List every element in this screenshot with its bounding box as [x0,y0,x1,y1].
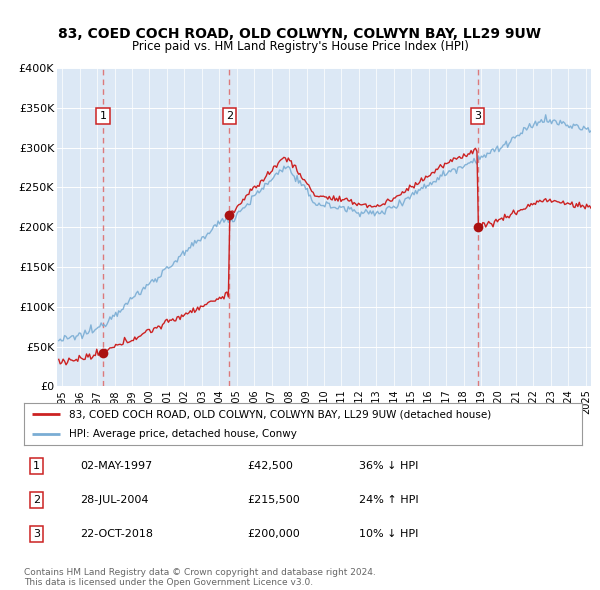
Text: HPI: Average price, detached house, Conwy: HPI: Average price, detached house, Conw… [68,429,296,439]
Text: 10% ↓ HPI: 10% ↓ HPI [359,529,418,539]
Text: 36% ↓ HPI: 36% ↓ HPI [359,461,418,471]
Text: Price paid vs. HM Land Registry's House Price Index (HPI): Price paid vs. HM Land Registry's House … [131,40,469,53]
Text: £215,500: £215,500 [247,495,300,505]
Text: 2: 2 [33,495,40,505]
Text: 3: 3 [474,111,481,120]
Text: 2: 2 [226,111,233,120]
Text: Contains HM Land Registry data © Crown copyright and database right 2024.
This d: Contains HM Land Registry data © Crown c… [24,568,376,587]
Text: 83, COED COCH ROAD, OLD COLWYN, COLWYN BAY, LL29 9UW (detached house): 83, COED COCH ROAD, OLD COLWYN, COLWYN B… [68,409,491,419]
Text: 02-MAY-1997: 02-MAY-1997 [80,461,152,471]
Text: 22-OCT-2018: 22-OCT-2018 [80,529,153,539]
Text: 3: 3 [33,529,40,539]
Text: £200,000: £200,000 [247,529,300,539]
Text: 83, COED COCH ROAD, OLD COLWYN, COLWYN BAY, LL29 9UW: 83, COED COCH ROAD, OLD COLWYN, COLWYN B… [59,27,542,41]
Text: 24% ↑ HPI: 24% ↑ HPI [359,495,418,505]
Text: 1: 1 [100,111,107,120]
Text: 28-JUL-2004: 28-JUL-2004 [80,495,148,505]
Text: 1: 1 [33,461,40,471]
Text: £42,500: £42,500 [247,461,293,471]
